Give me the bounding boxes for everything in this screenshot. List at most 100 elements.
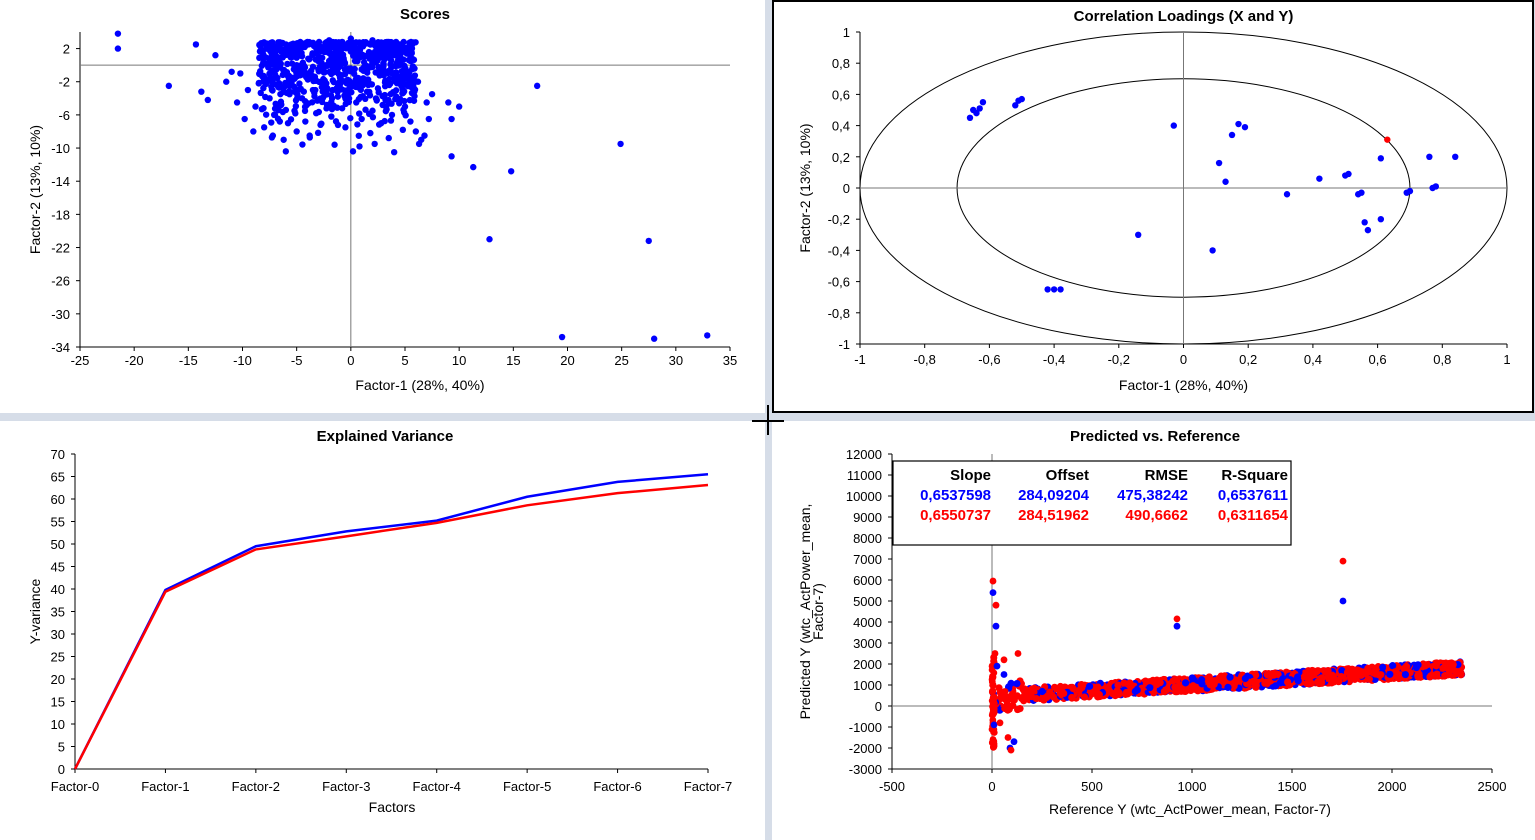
predicted-point-red <box>1000 656 1008 664</box>
predicted-point <box>1224 683 1232 691</box>
score-point <box>345 78 352 85</box>
predicted-point <box>1198 680 1206 688</box>
y-tick-label: -22 <box>51 241 70 256</box>
x-tick-label: -20 <box>125 353 144 368</box>
x-loading-point <box>1135 231 1142 238</box>
score-point <box>396 41 403 48</box>
score-point <box>331 141 338 148</box>
x-tick-label: Factor-3 <box>322 779 370 794</box>
predicted-point <box>990 729 998 736</box>
x-tick-label: Factor-6 <box>593 779 641 794</box>
y-loading-point <box>1384 136 1391 143</box>
score-point <box>327 51 335 59</box>
y-tick-label: -0,2 <box>828 212 850 227</box>
score-point <box>704 332 711 339</box>
y-tick-label: 0,6 <box>832 87 850 102</box>
score-point <box>295 49 303 56</box>
score-point <box>266 95 273 102</box>
predicted-point <box>1393 673 1402 682</box>
predicted-point <box>1114 681 1122 689</box>
score-point <box>425 115 433 123</box>
chart-title: Scores <box>400 6 450 23</box>
y-tick-label: -2000 <box>849 741 882 756</box>
variance-panel: Explained Variance Factor-0 Factor-1 Factor… <box>0 421 765 840</box>
score-point <box>342 124 349 131</box>
score-point <box>273 53 281 61</box>
y-tick-label: 0,2 <box>832 150 850 165</box>
score-point <box>277 45 284 52</box>
x-loading-point <box>1452 153 1459 160</box>
predicted-point <box>1308 666 1316 675</box>
score-point <box>298 95 306 102</box>
predicted-point <box>990 742 998 749</box>
score-point <box>382 96 389 104</box>
y-tick-label: 65 <box>51 470 65 485</box>
score-point <box>408 45 416 52</box>
score-point <box>317 121 324 129</box>
y-tick-label: -3000 <box>849 762 882 777</box>
x-loading-point <box>1044 286 1051 293</box>
predicted-point <box>1441 672 1449 680</box>
predicted-point <box>1068 693 1076 702</box>
score-point <box>400 109 408 116</box>
score-point <box>379 41 387 49</box>
score-point <box>319 88 326 95</box>
score-point <box>368 81 376 88</box>
score-point <box>309 86 317 94</box>
score-point <box>407 57 414 65</box>
predicted-point-blue <box>989 589 997 596</box>
x-tick-label: 0,4 <box>1304 352 1322 367</box>
score-point <box>387 80 394 87</box>
stats-header: RMSE <box>1145 467 1188 484</box>
y-tick-label: 5000 <box>853 594 882 609</box>
x-tick-label: Factor-1 <box>141 779 189 794</box>
score-point <box>486 236 493 243</box>
score-point <box>372 59 379 66</box>
score-point <box>387 117 395 124</box>
predicted-point <box>1009 701 1017 710</box>
score-point <box>198 88 205 95</box>
score-point <box>355 132 362 139</box>
predicted-point-red <box>1014 650 1022 657</box>
score-point <box>347 65 354 72</box>
score-point <box>357 93 364 101</box>
score-point <box>257 40 265 48</box>
x-tick-label: 2500 <box>1478 779 1507 794</box>
score-point <box>315 66 322 73</box>
predicted-point <box>1400 665 1408 673</box>
stats-value-blue: 0,6537611 <box>1218 487 1288 504</box>
score-point <box>273 104 280 112</box>
score-point <box>257 89 264 97</box>
score-point <box>223 78 230 85</box>
score-point <box>331 59 338 66</box>
score-point <box>334 93 342 100</box>
predicted-point-blue <box>992 622 1000 630</box>
predicted-point-red <box>1007 746 1015 754</box>
score-point <box>282 79 289 87</box>
score-point <box>395 50 402 57</box>
score-point <box>410 39 417 46</box>
y-tick-label: 8000 <box>853 531 882 546</box>
predicted-point <box>1038 687 1046 696</box>
score-point <box>401 62 408 69</box>
score-point <box>392 62 400 70</box>
score-point <box>305 55 312 62</box>
score-point <box>315 43 322 51</box>
score-point <box>327 92 335 99</box>
y-axis-label: Y-variance <box>27 578 43 644</box>
score-point <box>421 132 428 139</box>
score-point <box>278 101 285 108</box>
scores-chart: Scores -25 -20 -15 -10 -5 0 5 10 15 20 25 30 35 2 -2 -6 -… <box>27 6 737 393</box>
y-tick-label: -10 <box>51 141 70 156</box>
predicted-point-blue <box>990 721 998 729</box>
score-point <box>353 99 360 106</box>
score-point <box>401 45 409 52</box>
score-point <box>341 70 349 78</box>
predicted-point-blue <box>1000 671 1008 678</box>
predicted-point <box>1379 663 1387 671</box>
stats-value-red: 284,51962 <box>1018 507 1089 524</box>
x-axis-label: Factors <box>369 799 416 815</box>
predicted-point <box>1160 687 1168 696</box>
y-tick-label: 6000 <box>853 573 882 588</box>
score-point <box>360 53 368 61</box>
